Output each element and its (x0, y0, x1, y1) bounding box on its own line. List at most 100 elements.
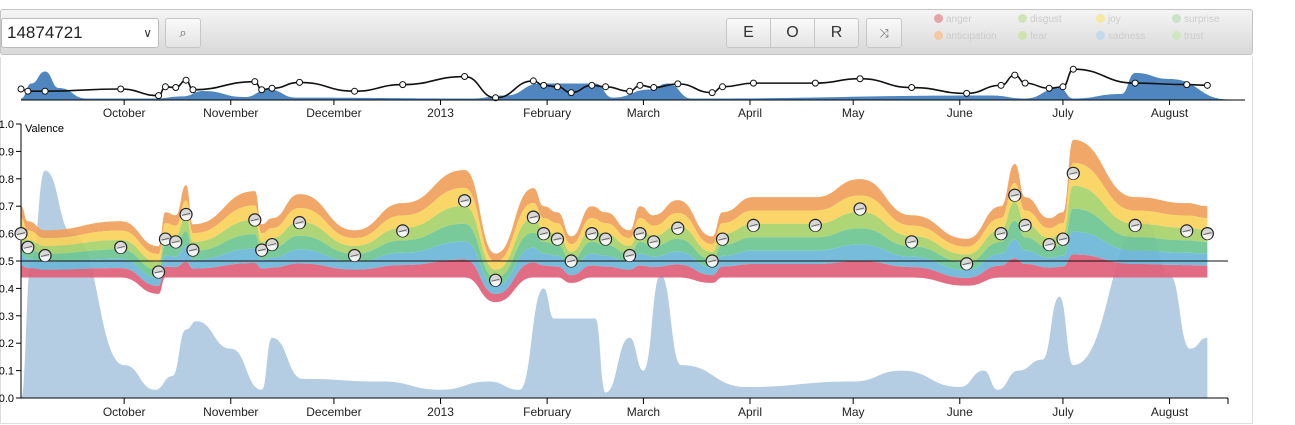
valence-point[interactable] (808, 218, 822, 232)
valence-point[interactable] (1008, 188, 1022, 202)
valence-point[interactable] (265, 237, 279, 252)
overview-point (1059, 83, 1067, 91)
emotion-legend: anger disgust joy surprise anticipation … (934, 13, 1254, 47)
valence-point[interactable] (715, 232, 730, 246)
overview-tick-label: May (842, 106, 865, 120)
valence-point-mark (161, 237, 170, 241)
valence-point[interactable] (633, 227, 647, 241)
valence-point[interactable] (169, 235, 183, 249)
x-tick-label: November (203, 405, 258, 419)
valence-point[interactable] (671, 221, 685, 235)
valence-point[interactable] (1042, 237, 1056, 252)
valence-point[interactable] (292, 216, 307, 230)
emotion-layer-joy (21, 162, 1208, 270)
valence-point[interactable] (647, 235, 661, 249)
legend-item-trust[interactable]: trust (1172, 30, 1203, 44)
search-icon: ⌕ (179, 25, 187, 40)
overview-point (41, 87, 49, 95)
valence-point-mark (649, 240, 658, 244)
legend-dot (1096, 14, 1105, 23)
valence-point[interactable] (248, 213, 262, 227)
overview-tick-label: October (103, 106, 146, 120)
legend-item-joy[interactable]: joy (1096, 13, 1121, 27)
valence-point[interactable] (746, 218, 761, 232)
valence-point[interactable] (151, 265, 166, 279)
search-button[interactable]: ⌕ (165, 18, 201, 48)
mode-button-o[interactable]: O (770, 18, 815, 48)
legend-item-surprise[interactable]: surprise (1172, 13, 1220, 27)
valence-point[interactable] (1066, 166, 1080, 180)
valence-point[interactable] (994, 227, 1008, 241)
y-tick-label: 0.0 (0, 393, 14, 405)
valence-point[interactable] (457, 194, 472, 208)
mode-button-r-label: R (830, 24, 843, 41)
valence-point-highlight (528, 218, 539, 224)
legend-dot (1096, 31, 1105, 40)
overview-point (963, 89, 971, 97)
overview-timeline[interactable]: October November December 2013 February March… (17, 65, 1245, 120)
valence-point-highlight (181, 215, 192, 221)
valence-point-mark (1203, 232, 1212, 236)
valence-points[interactable] (14, 166, 1214, 287)
legend-label: surprise (1184, 14, 1220, 25)
valence-point[interactable] (1200, 227, 1214, 241)
legend-label: fear (1030, 31, 1048, 42)
valence-point[interactable] (1018, 218, 1032, 232)
valence-point[interactable] (853, 202, 867, 216)
overview-point (719, 83, 727, 91)
valence-point-highlight (648, 242, 659, 248)
user-select[interactable]: 14874721 ∨ (1, 18, 159, 48)
valence-point-highlight (22, 248, 33, 254)
valence-point[interactable] (537, 227, 551, 241)
valence-point[interactable] (347, 248, 362, 263)
valence-point[interactable] (38, 248, 52, 263)
legend-item-anticipation[interactable]: anticipation (934, 30, 997, 44)
valence-point-mark (539, 232, 548, 236)
valence-point-mark (962, 262, 971, 266)
valence-point[interactable] (396, 224, 410, 238)
valence-point[interactable] (564, 254, 578, 268)
valence-point[interactable] (14, 227, 28, 241)
valence-point[interactable] (179, 207, 193, 222)
valence-point[interactable] (526, 210, 540, 224)
valence-point[interactable] (598, 232, 613, 246)
emotion-layer-trust (21, 185, 1208, 278)
valence-point[interactable] (114, 240, 128, 254)
valence-point[interactable] (550, 232, 565, 246)
valence-point-mark (188, 248, 198, 252)
valence-point-highlight (961, 264, 972, 270)
overview-tick-label: April (738, 106, 762, 120)
valence-point-highlight (256, 251, 267, 257)
valence-point[interactable] (905, 235, 919, 249)
legend-item-anger[interactable]: anger (934, 13, 972, 27)
overview-point (258, 86, 266, 94)
mode-button-r[interactable]: R (814, 18, 859, 48)
overview-tick-label: November (203, 106, 258, 120)
valence-point[interactable] (488, 273, 503, 287)
valence-point[interactable] (960, 257, 974, 271)
overview-tick-label: July (1052, 106, 1073, 120)
shuffle-button[interactable]: ⤨ (866, 18, 902, 48)
valence-point-highlight (40, 256, 51, 262)
legend-item-fear[interactable]: fear (1018, 30, 1047, 44)
overview-point (1183, 81, 1191, 89)
valence-point[interactable] (1056, 232, 1070, 246)
valence-point-highlight (624, 256, 635, 262)
valence-point-mark (1058, 237, 1068, 241)
valence-point[interactable] (705, 254, 719, 268)
legend-item-disgust[interactable]: disgust (1018, 13, 1062, 27)
valence-point[interactable] (186, 243, 200, 257)
valence-point[interactable] (623, 248, 637, 263)
overview-point (626, 87, 634, 95)
legend-item-sadness[interactable]: sadness (1096, 30, 1145, 44)
valence-point[interactable] (1128, 218, 1142, 232)
overview-point (1021, 79, 1029, 87)
valence-point[interactable] (255, 243, 269, 257)
legend-dot (934, 31, 943, 40)
valence-point[interactable] (1180, 224, 1194, 238)
mode-button-e[interactable]: E (726, 18, 771, 48)
overview-point (461, 73, 469, 81)
valence-point[interactable] (21, 240, 35, 254)
valence-point[interactable] (585, 227, 599, 241)
